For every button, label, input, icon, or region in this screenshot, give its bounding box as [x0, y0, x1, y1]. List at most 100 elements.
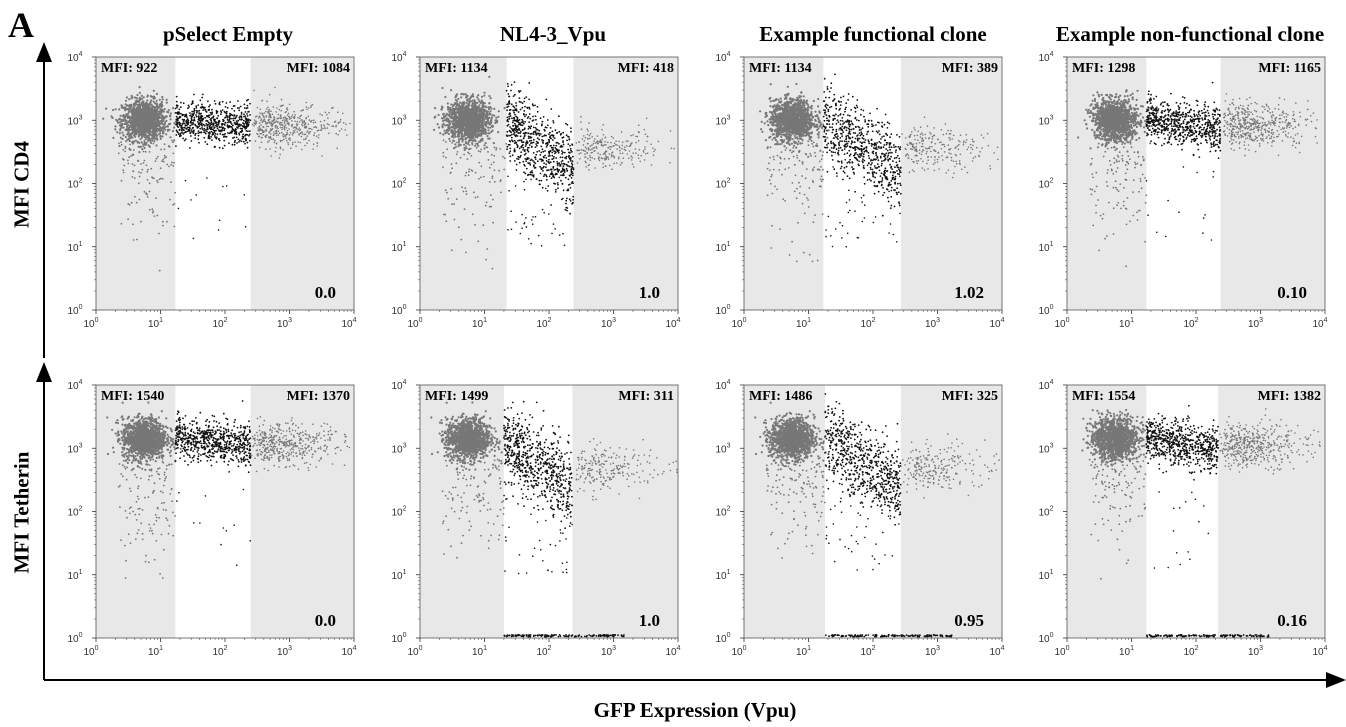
data-point [439, 132, 442, 135]
data-point [238, 109, 241, 112]
data-point [209, 104, 211, 106]
data-point [172, 152, 175, 155]
data-point [166, 129, 169, 132]
data-point [135, 97, 138, 100]
x-tick-label: 102 [212, 317, 227, 330]
data-point [160, 148, 162, 151]
data-point [266, 100, 268, 103]
data-point [558, 176, 561, 179]
data-point [475, 142, 477, 145]
data-point [558, 169, 560, 171]
data-point [454, 96, 457, 99]
data-point [561, 153, 564, 155]
data-point [151, 131, 154, 134]
data-point [509, 160, 512, 162]
data-point [536, 137, 539, 140]
data-point [137, 135, 140, 138]
data-point [555, 157, 558, 159]
data-point [224, 132, 227, 135]
data-point [637, 130, 640, 133]
data-point [580, 149, 583, 151]
data-point [566, 169, 569, 172]
data-point [491, 175, 494, 178]
data-point [191, 121, 194, 124]
data-point [494, 119, 497, 122]
data-point [626, 153, 629, 155]
data-point [525, 96, 528, 98]
data-point [604, 153, 606, 155]
data-point [443, 116, 446, 119]
data-point [594, 149, 596, 152]
data-point [332, 106, 334, 109]
data-point [542, 155, 545, 158]
data-point [155, 92, 158, 96]
data-point [617, 157, 620, 160]
data-point [278, 123, 281, 125]
data-point [514, 141, 517, 144]
data-point [175, 120, 178, 122]
data-point [515, 102, 517, 104]
data-point [173, 225, 176, 228]
data-point [570, 130, 572, 133]
data-point [460, 96, 463, 99]
data-point [580, 116, 582, 118]
data-point [454, 143, 457, 146]
data-point [337, 133, 339, 136]
data-point [576, 162, 579, 164]
data-point [127, 203, 130, 205]
data-point [261, 136, 263, 139]
data-point [445, 156, 447, 159]
data-point [238, 133, 241, 136]
data-point [550, 146, 553, 149]
data-point [610, 141, 612, 144]
data-point [226, 124, 229, 127]
data-point [201, 96, 204, 99]
data-point [444, 124, 447, 127]
data-point [231, 117, 233, 120]
data-point [277, 117, 279, 120]
data-point [446, 102, 449, 105]
data-point [208, 105, 210, 108]
data-point [147, 168, 149, 171]
data-point [288, 115, 290, 118]
data-point [541, 186, 544, 189]
data-point [622, 157, 625, 159]
data-point [471, 99, 474, 102]
data-point [517, 131, 520, 134]
data-point [554, 129, 557, 132]
data-point [172, 107, 175, 110]
data-point [286, 109, 289, 111]
data-point [624, 149, 627, 152]
data-point [463, 116, 466, 120]
data-point [643, 128, 646, 131]
data-point [308, 139, 310, 142]
data-point [283, 122, 286, 124]
data-point [456, 151, 459, 153]
data-point [540, 151, 543, 154]
data-point [268, 93, 271, 96]
data-point [556, 161, 558, 163]
data-point [633, 166, 635, 168]
data-point [271, 113, 274, 116]
data-point [511, 133, 513, 136]
data-point [545, 146, 548, 148]
data-point [517, 158, 520, 161]
data-point [149, 139, 152, 142]
data-point [463, 111, 466, 114]
data-point [600, 157, 603, 159]
data-point [327, 117, 329, 119]
data-point [127, 159, 129, 162]
data-point [315, 126, 318, 129]
data-point [333, 121, 336, 123]
data-point [307, 115, 310, 118]
data-point [600, 144, 603, 147]
data-point [463, 146, 466, 150]
data-point [468, 138, 471, 142]
data-point [576, 149, 579, 152]
data-point [523, 113, 525, 116]
data-point [512, 140, 514, 143]
data-point [225, 114, 228, 117]
data-point [490, 107, 493, 110]
data-point [654, 148, 656, 151]
